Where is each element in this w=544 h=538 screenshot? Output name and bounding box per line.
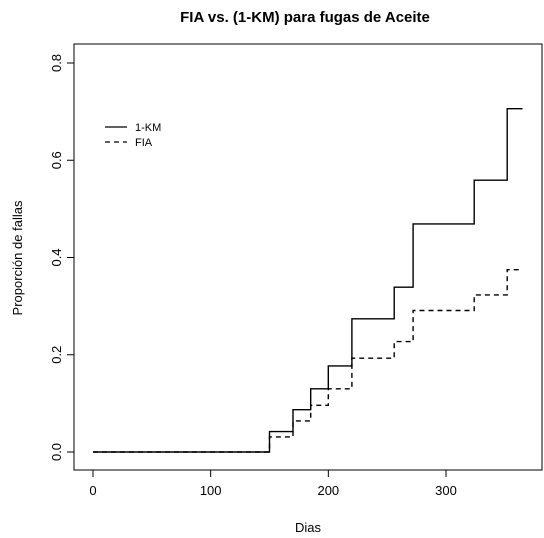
plot-box: [73, 43, 543, 471]
x-tick-label: 0: [89, 483, 96, 498]
y-tick-label: 0.8: [49, 54, 64, 72]
x-axis-label: Dias: [295, 520, 322, 535]
legend-label-fia: FIA: [135, 137, 153, 149]
x-tick-label: 100: [200, 483, 222, 498]
y-tick-label: 0.0: [49, 443, 64, 461]
y-tick-label: 0.2: [49, 346, 64, 364]
x-axis: 0 100 200 300: [89, 469, 457, 498]
legend-label-1-km: 1-KM: [135, 122, 161, 134]
x-tick-label: 300: [435, 483, 457, 498]
legend: 1-KM FIA: [105, 122, 161, 149]
y-tick-label: 0.6: [49, 151, 64, 169]
y-axis-label: Proporción de fallas: [10, 200, 25, 315]
series-line-1-km: [93, 108, 523, 453]
series-layer: [93, 108, 523, 453]
chart-title: FIA vs. (1-KM) para fugas de Aceite: [180, 9, 430, 26]
y-axis: 0.0 0.2 0.4 0.6 0.8: [49, 54, 75, 461]
series-line-fia: [93, 269, 523, 453]
x-tick-label: 200: [317, 483, 339, 498]
y-tick-label: 0.4: [49, 248, 64, 266]
